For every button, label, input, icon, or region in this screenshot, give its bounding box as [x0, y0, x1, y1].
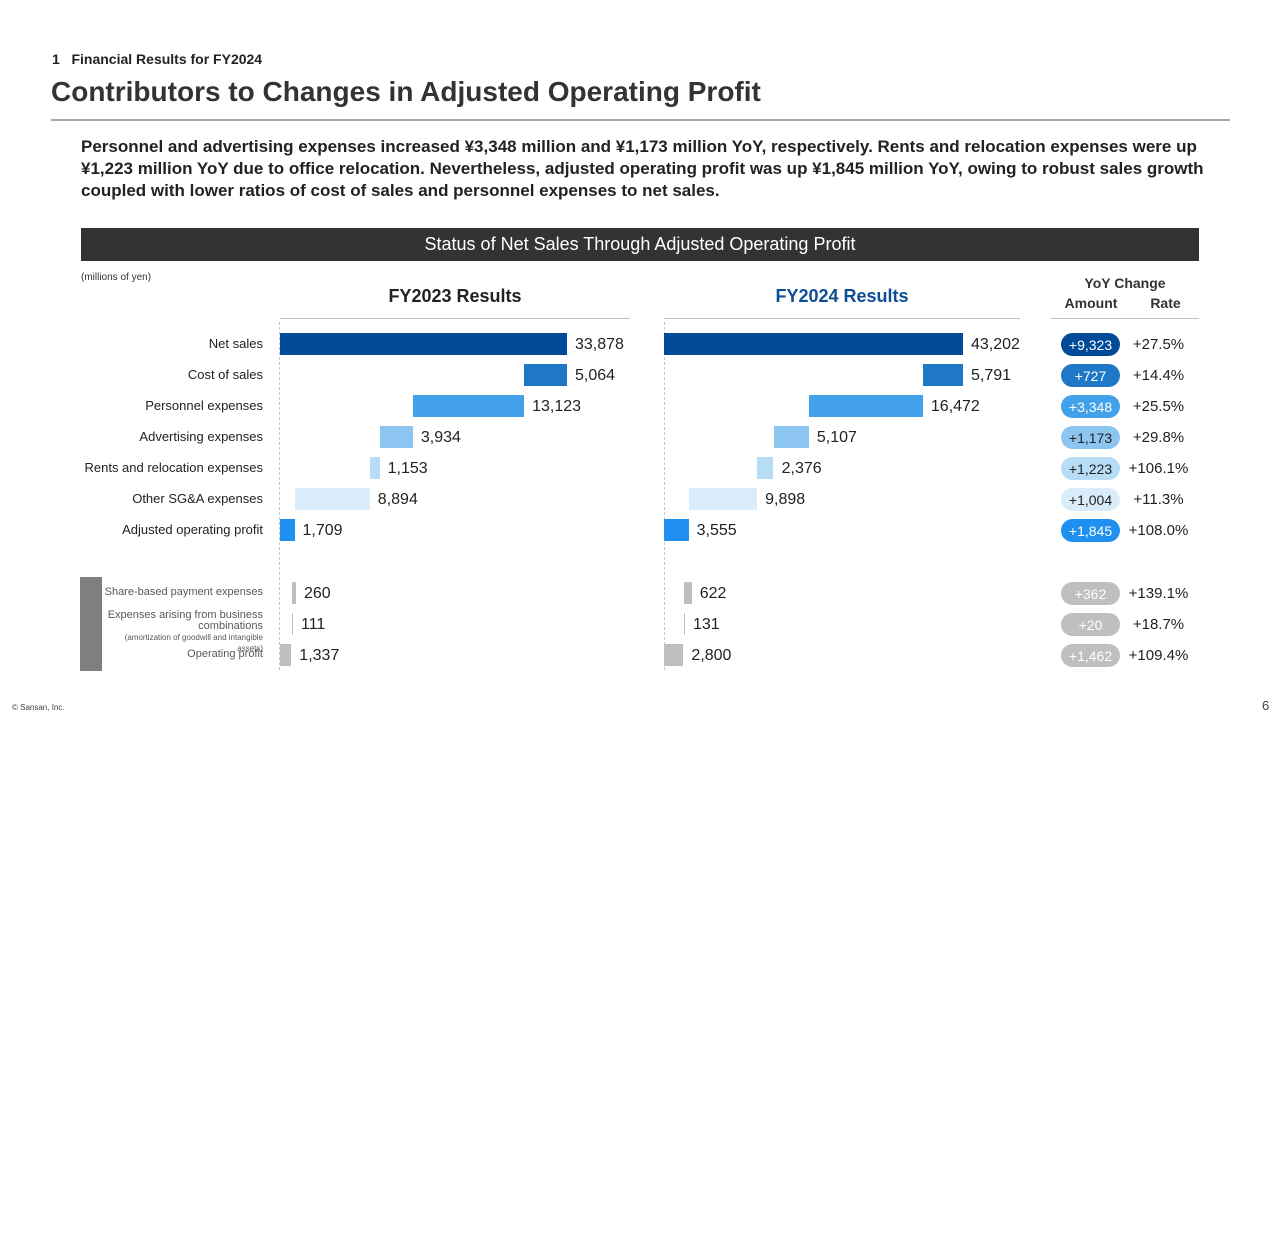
bar-fy2024-other-sga-expenses: [688, 488, 758, 510]
value-fy2024-advertising-expenses: 5,107: [816, 429, 857, 446]
reference-label: For reference: [164, 1162, 178, 1239]
value-fy2023-operating-profit: 1,337: [299, 647, 340, 664]
yoy-amount-share-based-payment-expenses: +362: [1061, 582, 1120, 605]
unit-note: (millions of yen): [81, 272, 152, 283]
value-fy2024-adjusted-operating-profit: 3,555: [696, 522, 737, 539]
yoy-amount-expenses-arising-from-business-combinations: +20: [1061, 613, 1120, 636]
bar-fy2023-personnel-expenses: [412, 395, 525, 417]
fy2024-header: FY2024 Results: [775, 286, 909, 306]
value-fy2023-net-sales: 33,878: [575, 336, 624, 353]
yoy-amount-personnel-expenses: +3,348: [1061, 395, 1120, 418]
yoy-amount-net-sales: +9,323: [1061, 333, 1120, 356]
yoy-rate-net-sales: +27.5%: [1132, 336, 1185, 353]
yoy-amount-advertising-expenses: +1,173: [1061, 426, 1120, 449]
yoy-rate-header: Rate: [1150, 295, 1181, 311]
row-label-net-sales: Net sales: [208, 336, 263, 351]
fy2023-header: FY2023 Results: [388, 286, 522, 306]
band-title-text: Status of Net Sales Through Adjusted Ope…: [424, 234, 856, 254]
value-fy2023-adjusted-operating-profit: 1,709: [302, 522, 343, 539]
yoy-rate-rents-and-relocation-expenses: +106.1%: [1128, 460, 1189, 477]
bar-fy2023-other-sga-expenses: [294, 488, 370, 510]
yoy-header: YoY Change: [1084, 275, 1166, 291]
section-heading: 1 Financial Results for FY2024: [52, 51, 262, 67]
summary-text: Personnel and advertising expenses incre…: [81, 137, 1204, 200]
yoy-amount-header: Amount: [1064, 295, 1118, 311]
row-label-advertising-expenses: Advertising expenses: [139, 429, 263, 444]
ref-label-operating-profit: Operating profit: [103, 649, 263, 660]
yoy-rate-adjusted-operating-profit: +108.0%: [1128, 522, 1189, 539]
ref-label-text-expenses-arising-from-business-combinations: Expenses arising from business combinati…: [107, 609, 263, 632]
row-label-cost-of-sales: Cost of sales: [187, 367, 263, 382]
ref-label-share-based-payment-expenses: Share-based payment expenses: [103, 587, 263, 598]
value-fy2024-other-sga-expenses: 9,898: [765, 491, 806, 508]
yoy-amount-rents-and-relocation-expenses: +1,223: [1061, 457, 1120, 480]
section-number: 1: [52, 51, 60, 67]
yoy-header-rule: [1051, 318, 1199, 319]
yoy-rate-expenses-arising-from-business-combinations: +18.7%: [1132, 616, 1185, 633]
bar-fy2023-net-sales: [280, 333, 567, 355]
bar-fy2023-adjusted-operating-profit: [280, 519, 295, 541]
value-fy2023-rents-and-relocation-expenses: 1,153: [387, 460, 428, 477]
bar-fy2024-advertising-expenses: [773, 426, 809, 448]
yoy-rate-other-sga-expenses: +11.3%: [1133, 491, 1184, 508]
value-fy2024-net-sales: 43,202: [971, 336, 1020, 353]
value-fy2023-personnel-expenses: 13,123: [532, 398, 582, 415]
bar-fy2024-net-sales: [664, 333, 963, 355]
value-fy2024-expenses-arising-from-business-combinations: 131: [693, 616, 720, 633]
section-title: Financial Results for FY2024: [71, 51, 263, 67]
bar-fy2024-operating-profit: [664, 644, 684, 666]
ref-label-text-share-based-payment-expenses: Share-based payment expenses: [104, 586, 263, 598]
bar-fy2023-cost-of-sales: [524, 364, 567, 386]
bar-fy2024-adjusted-operating-profit: [664, 519, 689, 541]
value-fy2023-other-sga-expenses: 8,894: [377, 491, 418, 508]
page-number: 6: [1262, 698, 1270, 713]
bar-fy2024-rents-and-relocation-expenses: [757, 457, 774, 479]
fy2023-header-rule: [280, 318, 630, 319]
reference-box: For reference: [80, 577, 178, 1239]
bar-fy2023-operating-profit: [280, 644, 292, 666]
yoy-rate-personnel-expenses: +25.5%: [1132, 398, 1185, 415]
bar-fy2023-rents-and-relocation-expenses: [369, 457, 380, 479]
row-label-personnel-expenses: Personnel expenses: [145, 398, 263, 413]
yoy-amount-other-sga-expenses: +1,004: [1061, 488, 1120, 511]
yoy-amount-cost-of-sales: +727: [1061, 364, 1120, 387]
ref-label-text-operating-profit: Operating profit: [187, 648, 263, 660]
yoy-amount-operating-profit: +1,462: [1061, 644, 1120, 667]
bar-fy2024-cost-of-sales: [922, 364, 963, 386]
value-fy2024-cost-of-sales: 5,791: [971, 367, 1012, 384]
yoy-amount-adjusted-operating-profit: +1,845: [1061, 519, 1120, 542]
value-fy2024-rents-and-relocation-expenses: 2,376: [781, 460, 822, 477]
value-fy2024-share-based-payment-expenses: 622: [699, 585, 727, 602]
fy2024-header-rule: [664, 318, 1020, 319]
bar-fy2023-expenses-arising-from-business-combinations: [292, 613, 293, 635]
value-fy2023-expenses-arising-from-business-combinations: 111: [301, 616, 326, 633]
value-fy2024-personnel-expenses: 16,472: [930, 398, 980, 415]
bar-fy2024-personnel-expenses: [808, 395, 923, 417]
value-fy2023-advertising-expenses: 3,934: [420, 429, 461, 446]
ref-label-expenses-arising-from-business-combinations: Expenses arising from business combinati…: [103, 610, 263, 654]
ref-label-note-expenses-arising-from-business-combinations: (amortization of goodwill and intangible…: [124, 633, 263, 653]
row-label-adjusted-operating-profit: Adjusted operating profit: [122, 522, 263, 537]
bar-fy2024-expenses-arising-from-business-combinations: [684, 613, 685, 635]
page-title: Contributors to Changes in Adjusted Oper…: [51, 76, 761, 107]
bar-fy2024-share-based-payment-expenses: [684, 582, 692, 604]
bar-fy2023-advertising-expenses: [379, 426, 413, 448]
yoy-rate-cost-of-sales: +14.4%: [1132, 367, 1185, 384]
fy2024-baseline: [664, 322, 665, 670]
value-fy2023-cost-of-sales: 5,064: [575, 367, 616, 384]
value-fy2024-operating-profit: 2,800: [691, 647, 732, 664]
chart-band-title: Status of Net Sales Through Adjusted Ope…: [81, 228, 1199, 261]
bar-fy2023-share-based-payment-expenses: [292, 582, 296, 604]
yoy-rate-operating-profit: +109.4%: [1128, 647, 1189, 664]
title-divider: [51, 119, 1230, 121]
fy2023-baseline: [279, 322, 280, 670]
value-fy2023-share-based-payment-expenses: 260: [304, 585, 331, 602]
yoy-rate-share-based-payment-expenses: +139.1%: [1128, 585, 1189, 602]
row-label-other-sga-expenses: Other SG&A expenses: [132, 491, 263, 506]
row-label-rents-and-relocation-expenses: Rents and relocation expenses: [84, 460, 263, 475]
copyright: © Sansan, Inc.: [12, 703, 65, 712]
yoy-rate-advertising-expenses: +29.8%: [1132, 429, 1185, 446]
